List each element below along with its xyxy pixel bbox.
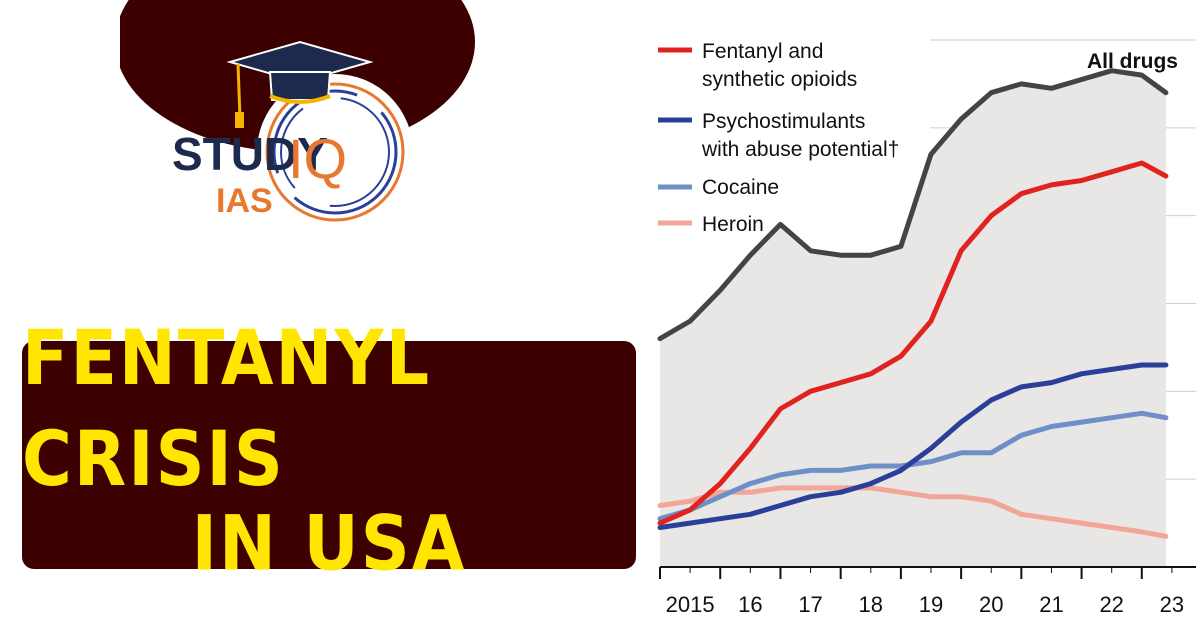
graduation-cap-icon [226, 40, 374, 128]
logo-ring-blue-inner [280, 97, 390, 207]
legend-label-fentanyl-1: Fentanyl and [702, 40, 823, 63]
logo-ring-blue [272, 89, 398, 215]
x-tick-label: 21 [1039, 592, 1063, 617]
x-tick-label: 16 [738, 592, 762, 617]
series-label-all-drugs: All drugs [1087, 50, 1178, 73]
logo-white-disc [257, 74, 413, 230]
x-tick-label: 2015 [666, 592, 715, 617]
series-line-cocaine [657, 410, 1169, 522]
x-tick-label: 19 [919, 592, 943, 617]
legend-label-psycho-2: with abuse potential† [701, 138, 899, 161]
headline-line-2: IN USA [191, 500, 467, 589]
legend-label-cocaine: Cocaine [702, 176, 779, 199]
legend-label-heroin: Heroin [702, 213, 764, 236]
x-axis: 2015 16 17 18 19 20 21 22 23 [659, 566, 1196, 617]
logo-study: STUDY [172, 128, 328, 180]
legend-label-fentanyl-2: synthetic opioids [702, 68, 857, 91]
x-tick-label: 22 [1099, 592, 1123, 617]
logo-ring-orange [265, 82, 405, 222]
study-iq-logo: STUDY IQ IAS [120, 0, 475, 230]
all-drugs-area [660, 70, 1166, 567]
logo-iq: IQ [288, 127, 347, 190]
headline-box: FENTANYL CRISIS IN USA [22, 315, 636, 589]
drug-deaths-chart: 2015 16 17 18 19 20 21 22 23 Fentanyl and synthe… [657, 39, 1196, 617]
headline-line-1: FENTANYL CRISIS [22, 314, 432, 505]
x-tick-label: 17 [798, 592, 822, 617]
series-line-psycho [657, 362, 1169, 530]
series-line-heroin [657, 485, 1169, 539]
x-tick-label: 18 [859, 592, 883, 617]
legend-label-psycho-1: Psychostimulants [702, 110, 865, 133]
chart-series [657, 68, 1169, 567]
series-line-fentanyl [657, 160, 1169, 526]
x-tick-label: 20 [979, 592, 1003, 617]
x-tick-label: 23 [1160, 592, 1184, 617]
logo-ias: IAS [216, 182, 273, 220]
chart-legend: Fentanyl and synthetic opioids Psychosti… [658, 40, 899, 236]
series-line-all [657, 68, 1169, 342]
